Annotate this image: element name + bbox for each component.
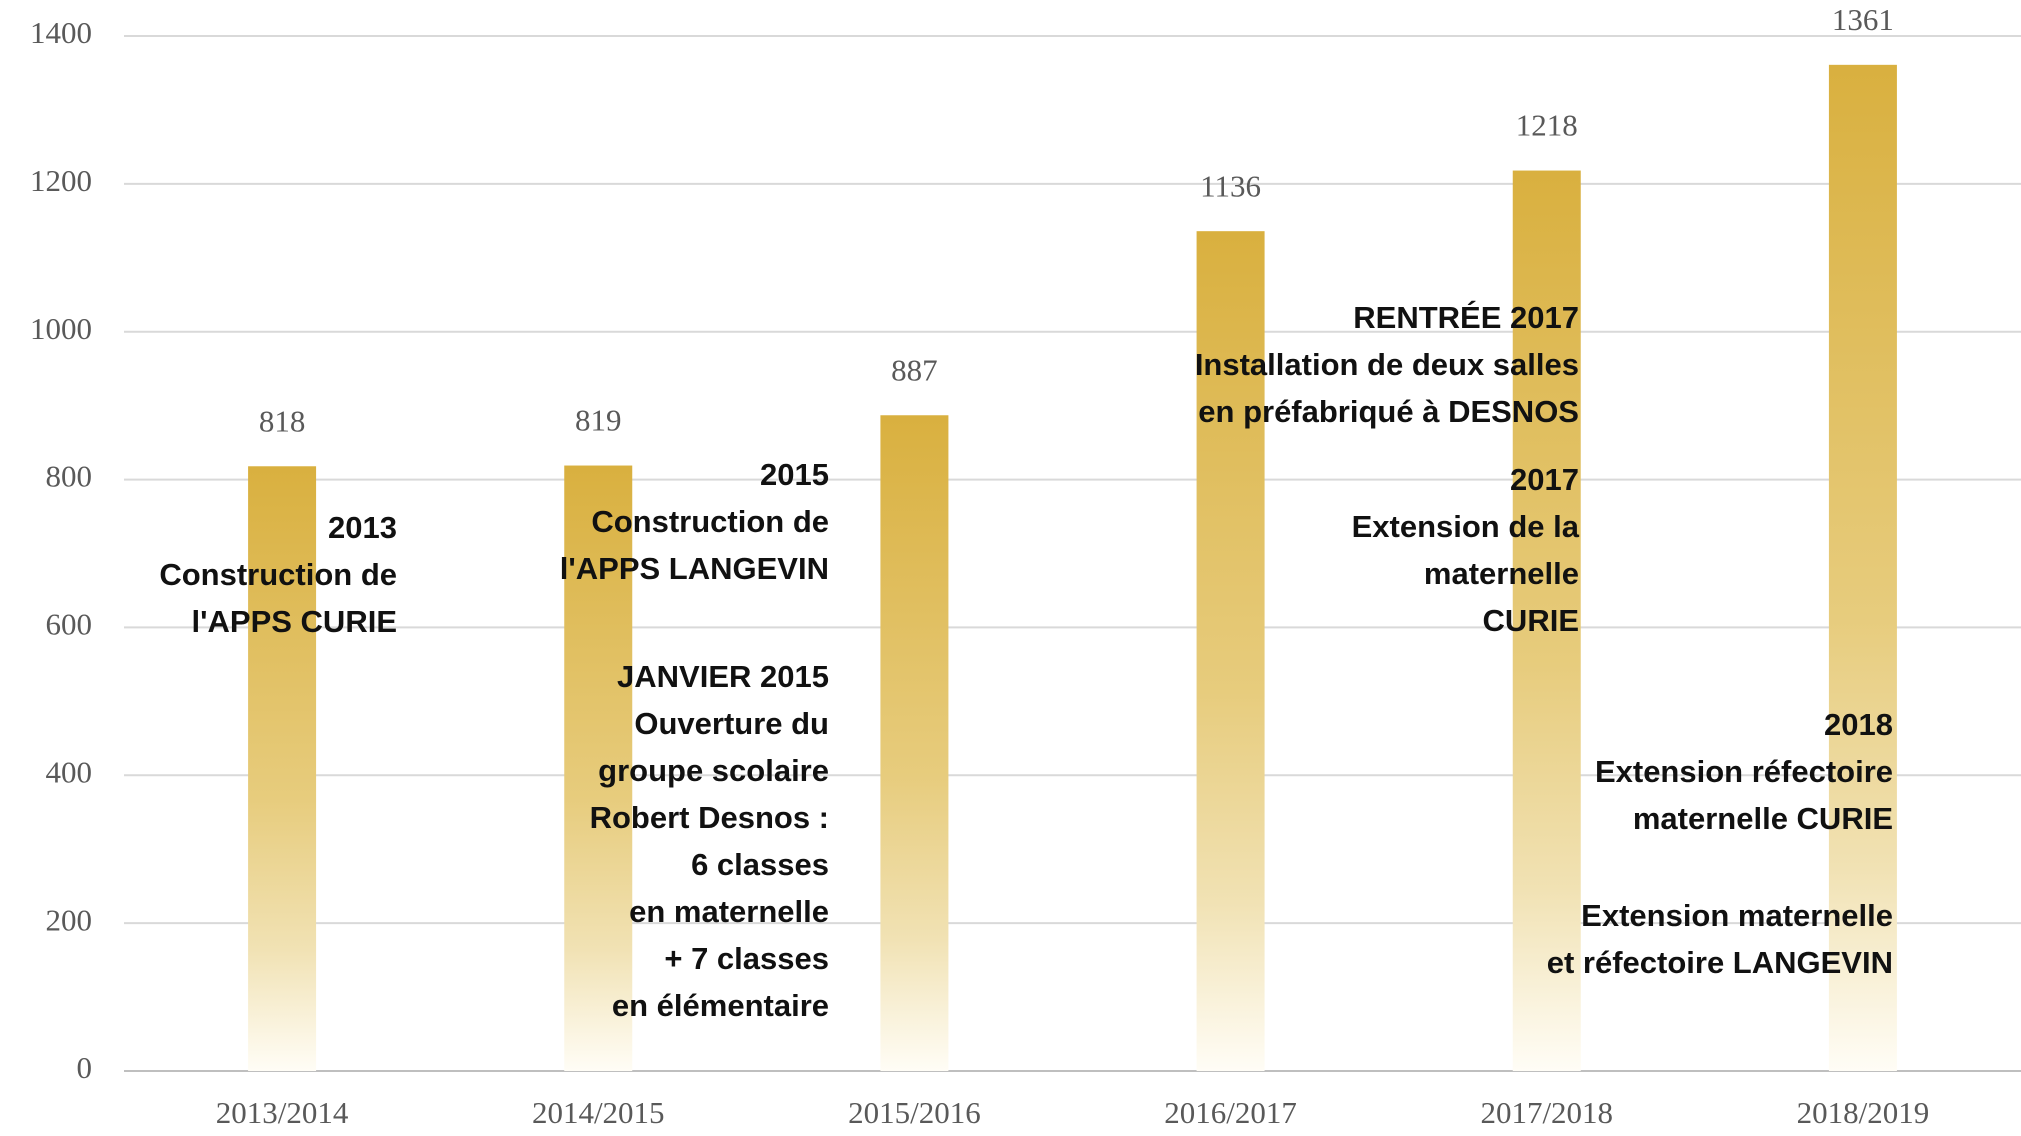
- annotation: en maternelle: [629, 894, 829, 929]
- annotation: Construction de: [591, 504, 829, 539]
- annotation: Extension réfectoire: [1595, 754, 1893, 789]
- annotation: Installation de deux salles: [1195, 347, 1579, 382]
- x-tick-label: 2016/2017: [1164, 1095, 1297, 1130]
- annotation: JANVIER 2015: [617, 659, 829, 694]
- annotation: l'APPS LANGEVIN: [560, 551, 829, 586]
- annotation: 2017: [1510, 462, 1579, 497]
- bar: [880, 415, 949, 1072]
- y-tick-label: 600: [46, 607, 93, 642]
- annotation: maternelle: [1424, 556, 1579, 591]
- annotation: Extension de la: [1352, 509, 1580, 544]
- bar: [1512, 170, 1581, 1072]
- x-tick-label: 2013/2014: [216, 1095, 349, 1130]
- annotation: RENTRÉE 2017: [1353, 300, 1579, 335]
- annotation: 2018: [1824, 707, 1893, 742]
- y-tick-label: 1000: [30, 311, 92, 346]
- annotation: et réfectoire LANGEVIN: [1547, 945, 1893, 980]
- y-tick-label: 0: [77, 1050, 93, 1085]
- annotation: 2015: [760, 457, 829, 492]
- annotation: groupe scolaire: [598, 753, 829, 788]
- y-tick-label: 400: [46, 754, 93, 789]
- y-tick-label: 200: [46, 902, 93, 937]
- data-label: 819: [575, 403, 622, 438]
- data-label: 1136: [1200, 168, 1261, 203]
- x-tick-label: 2015/2016: [848, 1095, 981, 1130]
- y-tick-label: 800: [46, 459, 93, 494]
- y-tick-label: 1200: [30, 163, 92, 198]
- bar: [1196, 231, 1265, 1071]
- annotation: Construction de: [159, 557, 397, 592]
- bar: [1828, 64, 1897, 1071]
- annotation: Extension maternelle: [1581, 898, 1893, 933]
- annotation: l'APPS CURIE: [192, 604, 397, 639]
- annotation: CURIE: [1483, 603, 1579, 638]
- annotation: Ouverture du: [634, 706, 829, 741]
- y-tick-label: 1400: [30, 15, 92, 50]
- bar: [248, 466, 317, 1071]
- data-label: 1218: [1516, 108, 1578, 143]
- data-label: 818: [259, 403, 306, 438]
- annotation: Robert Desnos :: [590, 800, 829, 835]
- bar: [564, 465, 633, 1071]
- annotation: en élémentaire: [612, 988, 829, 1023]
- x-tick-label: 2018/2019: [1797, 1095, 1930, 1130]
- annotation: maternelle CURIE: [1633, 801, 1893, 836]
- annotation: en préfabriqué à DESNOS: [1198, 394, 1579, 429]
- data-label: 887: [891, 352, 938, 387]
- x-tick-label: 2017/2018: [1480, 1095, 1613, 1130]
- data-label: 1361: [1832, 2, 1894, 37]
- annotation: + 7 classes: [664, 941, 829, 976]
- x-tick-label: 2014/2015: [532, 1095, 665, 1130]
- annotation: 6 classes: [691, 847, 829, 882]
- annotation: 2013: [328, 510, 397, 545]
